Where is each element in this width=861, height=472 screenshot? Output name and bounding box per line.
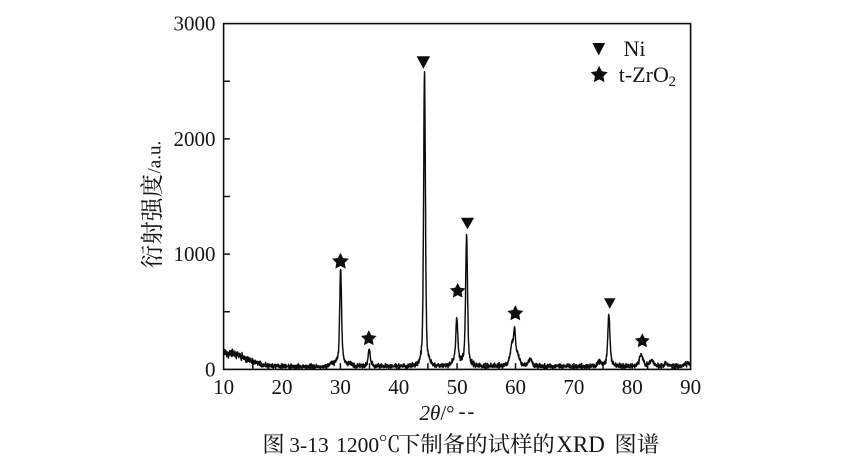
svg-text:2θ/°: 2θ/°	[420, 401, 455, 425]
svg-text:/a.u.: /a.u.	[144, 141, 165, 174]
svg-text:Ni: Ni	[624, 36, 646, 61]
svg-text:50: 50	[447, 375, 468, 399]
svg-text:60: 60	[505, 375, 526, 399]
svg-text:30: 30	[330, 375, 351, 399]
svg-text:70: 70	[563, 375, 584, 399]
svg-text:3000: 3000	[174, 12, 216, 36]
svg-text:40: 40	[388, 375, 409, 399]
svg-text:2: 2	[669, 74, 677, 90]
svg-text:-: -	[459, 399, 466, 423]
svg-text:90: 90	[680, 375, 701, 399]
svg-text:XRD: XRD	[556, 432, 605, 457]
svg-text:2000: 2000	[174, 127, 216, 151]
svg-text:10: 10	[213, 375, 234, 399]
svg-text:80: 80	[622, 375, 643, 399]
svg-text:t-ZrO: t-ZrO	[619, 62, 669, 87]
svg-text:1000: 1000	[174, 242, 216, 266]
svg-text:-: -	[467, 399, 474, 423]
svg-text:1200: 1200	[336, 433, 379, 457]
svg-text:3-13: 3-13	[289, 433, 328, 457]
svg-text:20: 20	[272, 375, 293, 399]
svg-text:0: 0	[205, 357, 216, 381]
